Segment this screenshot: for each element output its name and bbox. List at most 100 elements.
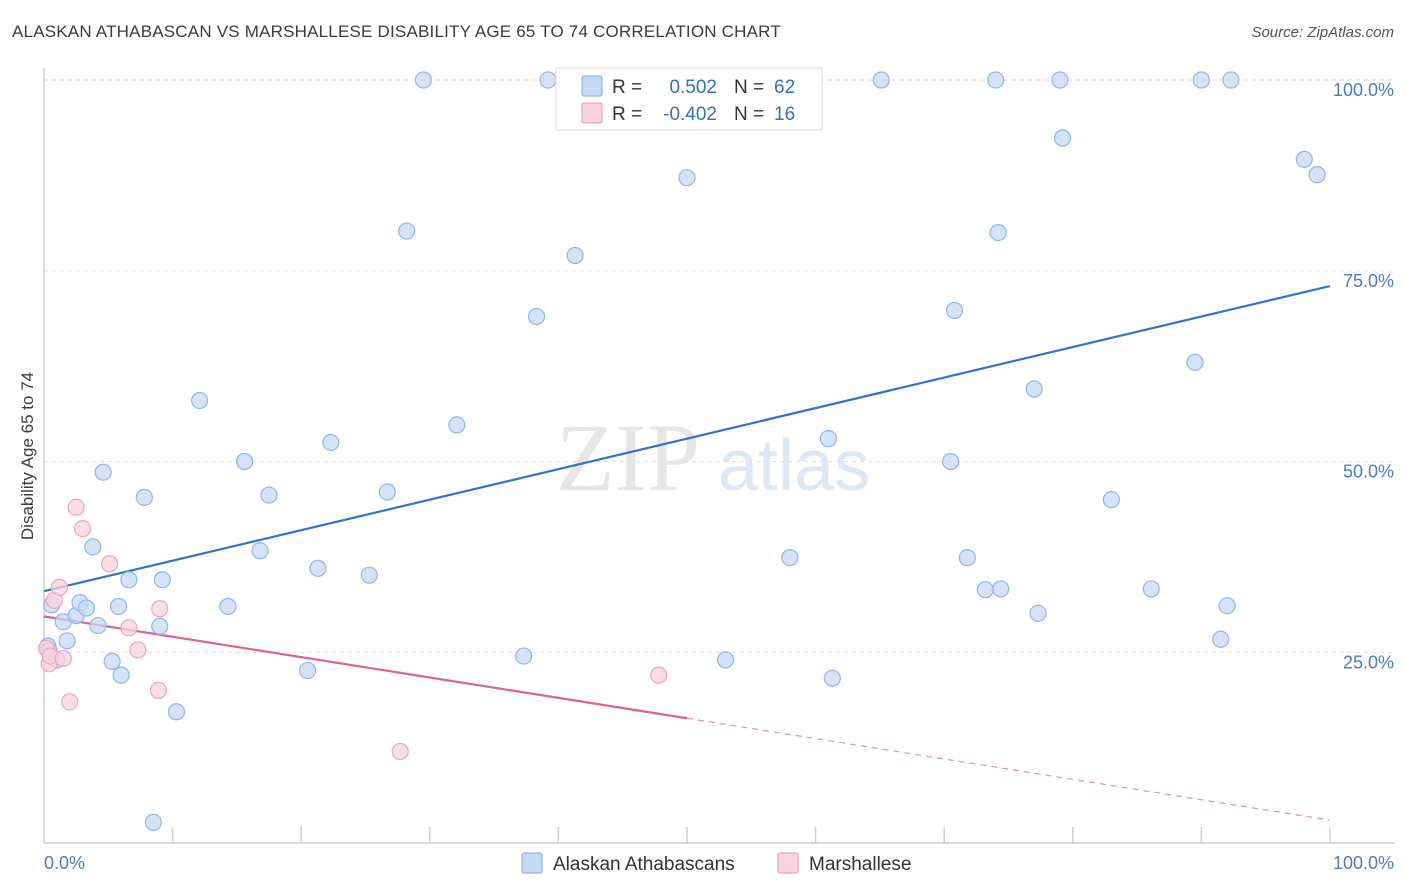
stats-legend-r-label-athabascan: R = <box>612 77 642 98</box>
watermark-zip: ZIP <box>556 404 700 511</box>
data-point-series-0 <box>1102 491 1120 509</box>
data-point-series-0 <box>539 71 557 89</box>
data-point-series-0 <box>322 433 340 452</box>
legend-swatch-marshallese <box>777 852 799 874</box>
data-point-series-0 <box>77 599 96 617</box>
trend-lines <box>43 284 1331 821</box>
data-point-series-1 <box>61 693 79 711</box>
data-point-series-0 <box>135 488 153 506</box>
data-point-series-0 <box>448 416 466 434</box>
stats-legend-r-label-marshallese: R = <box>612 104 642 125</box>
data-point-series-0 <box>1025 380 1043 398</box>
data-point-series-0 <box>1222 71 1240 89</box>
data-point-series-0 <box>191 391 209 410</box>
data-point-series-1 <box>120 619 138 637</box>
data-point-series-0 <box>84 538 102 556</box>
data-point-series-1 <box>149 681 168 700</box>
legend-label-marshallese: Marshallese <box>809 854 911 875</box>
stats-legend-n-label-marshallese: N = <box>734 104 764 125</box>
data-point-series-0 <box>1308 166 1326 184</box>
data-point-series-0 <box>515 647 533 665</box>
data-point-series-0 <box>94 463 112 481</box>
series-legend: Alaskan Athabascans Marshallese <box>521 852 911 875</box>
y-tick-label: 100.0% <box>1333 80 1394 100</box>
data-point-series-0 <box>398 222 416 240</box>
stats-legend-n-value-marshallese: 16 <box>774 104 795 125</box>
data-point-series-0 <box>872 71 890 89</box>
trend-line-extension-1 <box>686 717 1331 821</box>
data-point-series-0 <box>151 617 169 635</box>
data-point-series-1 <box>50 578 69 596</box>
chart-title: ALASKAN ATHABASCAN VS MARSHALLESE DISABI… <box>12 22 781 41</box>
data-point-series-0 <box>58 632 76 650</box>
x-tick-label-max: 100.0% <box>1333 853 1394 873</box>
data-point-series-0 <box>1212 630 1230 648</box>
y-axis-tick-labels: 25.0% 50.0% 75.0% 100.0% <box>1333 80 1394 672</box>
data-point-series-0 <box>1051 71 1069 89</box>
data-point-series-0 <box>989 224 1007 242</box>
data-point-series-1 <box>67 498 85 516</box>
data-point-series-1 <box>54 649 72 667</box>
data-point-series-1 <box>100 555 119 573</box>
data-point-series-0 <box>1186 353 1204 371</box>
x-axis-ticks <box>171 827 1331 843</box>
data-points <box>37 71 1326 831</box>
data-point-series-0 <box>236 452 254 471</box>
data-point-series-0 <box>112 666 130 684</box>
data-point-series-0 <box>823 669 841 687</box>
y-tick-label: 75.0% <box>1343 271 1394 291</box>
data-point-series-0 <box>781 549 799 567</box>
data-point-series-0 <box>945 301 964 320</box>
chart-source: Source: ZipAtlas.com <box>1251 24 1394 41</box>
data-point-series-0 <box>414 71 432 89</box>
data-point-series-0 <box>527 307 546 326</box>
data-point-series-0 <box>958 549 976 567</box>
data-point-series-0 <box>976 581 994 599</box>
stats-legend: R = 0.502 N = 62 R = -0.402 N = 16 <box>555 67 823 131</box>
data-point-series-0 <box>987 71 1005 89</box>
data-point-series-0 <box>309 559 327 577</box>
data-point-series-0 <box>360 566 378 584</box>
data-point-series-0 <box>992 580 1010 598</box>
data-point-series-0 <box>1192 71 1211 89</box>
data-point-series-0 <box>1295 150 1313 168</box>
data-point-series-0 <box>678 169 696 187</box>
data-point-series-0 <box>299 661 317 680</box>
data-point-series-0 <box>109 597 128 616</box>
x-tick-label-min: 0.0% <box>44 853 85 873</box>
y-tick-label: 50.0% <box>1343 462 1394 482</box>
trend-line-0 <box>43 284 1331 593</box>
stats-legend-n-label-athabascan: N = <box>734 77 764 98</box>
y-tick-label: 25.0% <box>1343 652 1394 672</box>
data-point-series-0 <box>1053 129 1072 147</box>
data-point-series-0 <box>251 542 269 560</box>
data-point-series-0 <box>153 571 171 589</box>
data-point-series-0 <box>942 452 960 471</box>
stats-legend-n-value-athabascan: 62 <box>774 77 795 98</box>
stats-legend-swatch-athabascan <box>581 75 603 97</box>
data-point-series-0 <box>103 652 121 671</box>
data-point-series-1 <box>650 666 668 684</box>
data-point-series-0 <box>167 703 186 721</box>
data-point-series-0 <box>260 486 278 504</box>
legend-swatch-athabascan <box>521 852 543 874</box>
data-point-series-0 <box>1029 604 1047 622</box>
stats-legend-r-value-athabascan: 0.502 <box>669 77 717 98</box>
legend-label-athabascan: Alaskan Athabascans <box>553 854 735 875</box>
stats-legend-swatch-marshallese <box>581 102 603 124</box>
data-point-series-0 <box>819 430 838 448</box>
data-point-series-0 <box>716 651 735 669</box>
data-point-series-0 <box>1142 580 1160 598</box>
watermark-atlas: atlas <box>718 426 870 506</box>
data-point-series-0 <box>378 483 396 501</box>
data-point-series-1 <box>151 600 169 618</box>
data-point-series-1 <box>73 520 92 538</box>
stats-legend-r-value-marshallese: -0.402 <box>663 104 717 125</box>
y-axis-label: Disability Age 65 to 74 <box>18 372 37 540</box>
data-point-series-0 <box>144 813 162 831</box>
data-point-series-1 <box>391 742 409 761</box>
data-point-series-1 <box>129 641 147 659</box>
data-point-series-0 <box>566 246 584 265</box>
data-point-series-0 <box>89 616 107 635</box>
